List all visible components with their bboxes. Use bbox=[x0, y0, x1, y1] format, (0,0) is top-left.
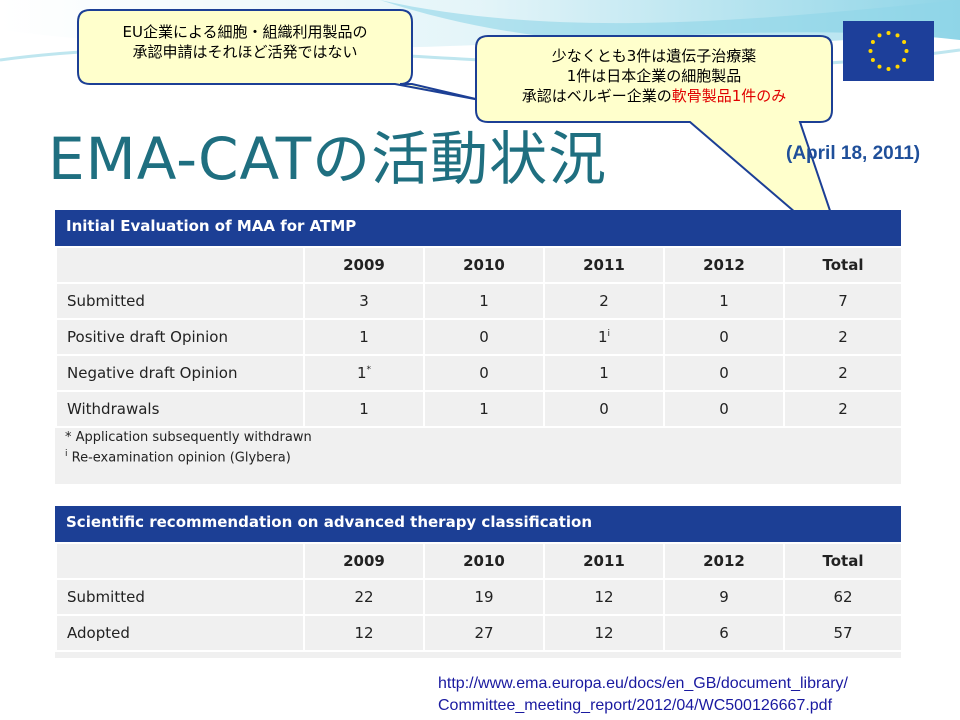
reference-url-line1[interactable]: http://www.ema.europa.eu/docs/en_GB/docu… bbox=[438, 675, 848, 692]
footnote-withdrawn: * Application subsequently withdrawn bbox=[65, 430, 312, 445]
table-cell: 1i bbox=[543, 318, 665, 356]
column-header: 2011 bbox=[543, 542, 665, 580]
row-label: Adopted bbox=[55, 614, 305, 652]
row-label: Negative draft Opinion bbox=[55, 354, 305, 392]
column-header: 2009 bbox=[303, 246, 425, 284]
table-cell: 12 bbox=[543, 578, 665, 616]
column-header: Total bbox=[783, 542, 903, 580]
column-header: 2009 bbox=[303, 542, 425, 580]
classification-table-header: Scientific recommendation on advanced th… bbox=[55, 506, 901, 542]
table-header-row: 2009 2010 2011 2012 Total bbox=[55, 246, 903, 284]
table-cell: 9 bbox=[663, 578, 785, 616]
callout-left-text: EU企業による細胞・組織利用製品の 承認申請はそれほど活発ではない bbox=[88, 22, 402, 62]
table-header-row: 2009 2010 2011 2012 Total bbox=[55, 542, 903, 580]
column-header: 2012 bbox=[663, 246, 785, 284]
maa-evaluation-table: Initial Evaluation of MAA for ATMP 2009 … bbox=[55, 210, 903, 484]
footnote-marker: * bbox=[366, 365, 372, 375]
table-cell: 1 bbox=[663, 282, 785, 320]
table-row: Withdrawals 1 1 0 0 2 bbox=[55, 390, 903, 428]
column-header bbox=[55, 542, 305, 580]
column-header: 2011 bbox=[543, 246, 665, 284]
column-header: 2012 bbox=[663, 542, 785, 580]
table-cell: 1 bbox=[303, 390, 425, 428]
table-cell: 2 bbox=[783, 318, 903, 356]
callout-right-line3-a: 承認はベルギー企業の bbox=[521, 87, 672, 105]
row-label: Positive draft Opinion bbox=[55, 318, 305, 356]
table-cell: 0 bbox=[423, 354, 545, 392]
table-cell: 2 bbox=[783, 354, 903, 392]
callout-left-line2: 承認申請はそれほど活発ではない bbox=[132, 43, 358, 61]
reference-url-line2[interactable]: Committee_meeting_report/2012/04/WC50012… bbox=[438, 697, 833, 714]
table-row: Adopted 12 27 12 6 57 bbox=[55, 614, 903, 652]
table-cell: 12 bbox=[303, 614, 425, 652]
callout-right-line3: 承認はベルギー企業の軟骨製品1件のみ bbox=[478, 86, 830, 106]
table-row: Negative draft Opinion 1* 0 1 0 2 bbox=[55, 354, 903, 392]
reference-link[interactable]: http://www.ema.europa.eu/docs/en_GB/docu… bbox=[438, 673, 848, 717]
row-label: Withdrawals bbox=[55, 390, 305, 428]
eu-flag-icon bbox=[843, 21, 934, 81]
table-row: Positive draft Opinion 1 0 1i 0 2 bbox=[55, 318, 903, 356]
table-cell: 27 bbox=[423, 614, 545, 652]
table-cell: 2 bbox=[783, 390, 903, 428]
footnote-text: Re-examination opinion (Glybera) bbox=[67, 450, 291, 466]
cell-value: 1 bbox=[356, 364, 367, 382]
table-cell: 1 bbox=[303, 318, 425, 356]
footnote-marker: i bbox=[65, 449, 68, 459]
table-cell: 3 bbox=[303, 282, 425, 320]
column-header: 2010 bbox=[423, 542, 545, 580]
table-cell: 0 bbox=[663, 390, 785, 428]
table-cell: 22 bbox=[303, 578, 425, 616]
callout-left-line1: EU企業による細胞・組織利用製品の bbox=[122, 23, 368, 41]
table-cell: 0 bbox=[663, 318, 785, 356]
table-cell: 1 bbox=[423, 390, 545, 428]
callout-right-highlight: 軟骨製品1件のみ bbox=[671, 87, 787, 105]
slide-title: EMA-CATの活動状況 bbox=[48, 125, 608, 193]
row-label: Submitted bbox=[55, 578, 305, 616]
slide-date: (April 18, 2011) bbox=[786, 143, 921, 164]
table-footnotes: * Application subsequently withdrawn i R… bbox=[55, 430, 901, 466]
classification-table: Scientific recommendation on advanced th… bbox=[55, 506, 903, 658]
table-cell: 6 bbox=[663, 614, 785, 652]
table-cell: 7 bbox=[783, 282, 903, 320]
table-row: Submitted 3 1 2 1 7 bbox=[55, 282, 903, 320]
column-header: 2010 bbox=[423, 246, 545, 284]
cell-value: 1 bbox=[597, 328, 608, 346]
column-header bbox=[55, 246, 305, 284]
table-cell: 0 bbox=[543, 390, 665, 428]
footnote-marker: i bbox=[607, 329, 611, 339]
maa-table-header: Initial Evaluation of MAA for ATMP bbox=[55, 210, 901, 246]
table-cell: 2 bbox=[543, 282, 665, 320]
table-cell: 1 bbox=[423, 282, 545, 320]
callout-right-text: 少なくとも3件は遺伝子治療薬 1件は日本企業の細胞製品 承認はベルギー企業の軟骨… bbox=[478, 46, 830, 106]
table-cell: 12 bbox=[543, 614, 665, 652]
table-cell: 19 bbox=[423, 578, 545, 616]
table-cell: 62 bbox=[783, 578, 903, 616]
classification-table-grid: 2009 2010 2011 2012 Total Submitted 22 1… bbox=[55, 542, 903, 652]
table-cell: 57 bbox=[783, 614, 903, 652]
table-cell: 0 bbox=[663, 354, 785, 392]
footnote-reexamination: i Re-examination opinion (Glybera) bbox=[65, 446, 901, 466]
table-cell: 1 bbox=[543, 354, 665, 392]
callout-right-line2: 1件は日本企業の細胞製品 bbox=[566, 67, 742, 85]
table-row: Submitted 22 19 12 9 62 bbox=[55, 578, 903, 616]
callout-right-line1: 少なくとも3件は遺伝子治療薬 bbox=[551, 47, 757, 65]
column-header: Total bbox=[783, 246, 903, 284]
maa-table-grid: 2009 2010 2011 2012 Total Submitted 3 1 … bbox=[55, 246, 903, 428]
table-cell: 1* bbox=[303, 354, 425, 392]
row-label: Submitted bbox=[55, 282, 305, 320]
table-cell: 0 bbox=[423, 318, 545, 356]
